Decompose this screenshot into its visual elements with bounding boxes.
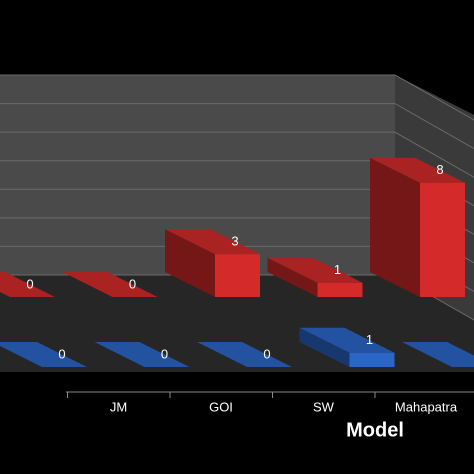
grid-line — [0, 103, 474, 150]
x-tick-label: JM — [110, 399, 127, 414]
data-label: 0 — [263, 346, 270, 361]
bar-top — [165, 229, 260, 255]
bar-side — [370, 157, 420, 297]
grid-line — [0, 74, 474, 121]
bar — [215, 254, 260, 297]
data-label: 0 — [161, 346, 168, 361]
bar-top — [94, 342, 190, 367]
bar-side — [165, 229, 215, 297]
bar-top — [0, 272, 55, 297]
x-tick-label: GOI — [209, 399, 233, 414]
data-label: 1 — [334, 262, 341, 277]
bar — [317, 282, 363, 297]
bar-top — [0, 342, 87, 367]
data-label: 0 — [26, 276, 33, 291]
x-axis-title: Model — [346, 419, 404, 441]
data-label: 0 — [129, 276, 136, 291]
bar-side — [267, 257, 318, 297]
back-wall — [0, 75, 474, 320]
bar-top — [197, 342, 292, 367]
data-label: 8 — [436, 162, 443, 177]
x-tick-label: Mahapatra — [395, 399, 458, 414]
bar-side — [299, 327, 350, 367]
bar-top — [402, 342, 474, 367]
bar-top — [62, 272, 158, 297]
data-label: 1 — [366, 332, 373, 347]
bar-top — [267, 257, 363, 283]
bar — [420, 182, 465, 297]
grid-line — [0, 131, 474, 178]
bar-top — [299, 327, 395, 353]
bar — [349, 352, 395, 367]
x-tick-label: SW — [313, 399, 335, 414]
data-label: 3 — [231, 234, 238, 249]
data-label: 0 — [58, 346, 65, 361]
bar-top — [370, 157, 465, 183]
